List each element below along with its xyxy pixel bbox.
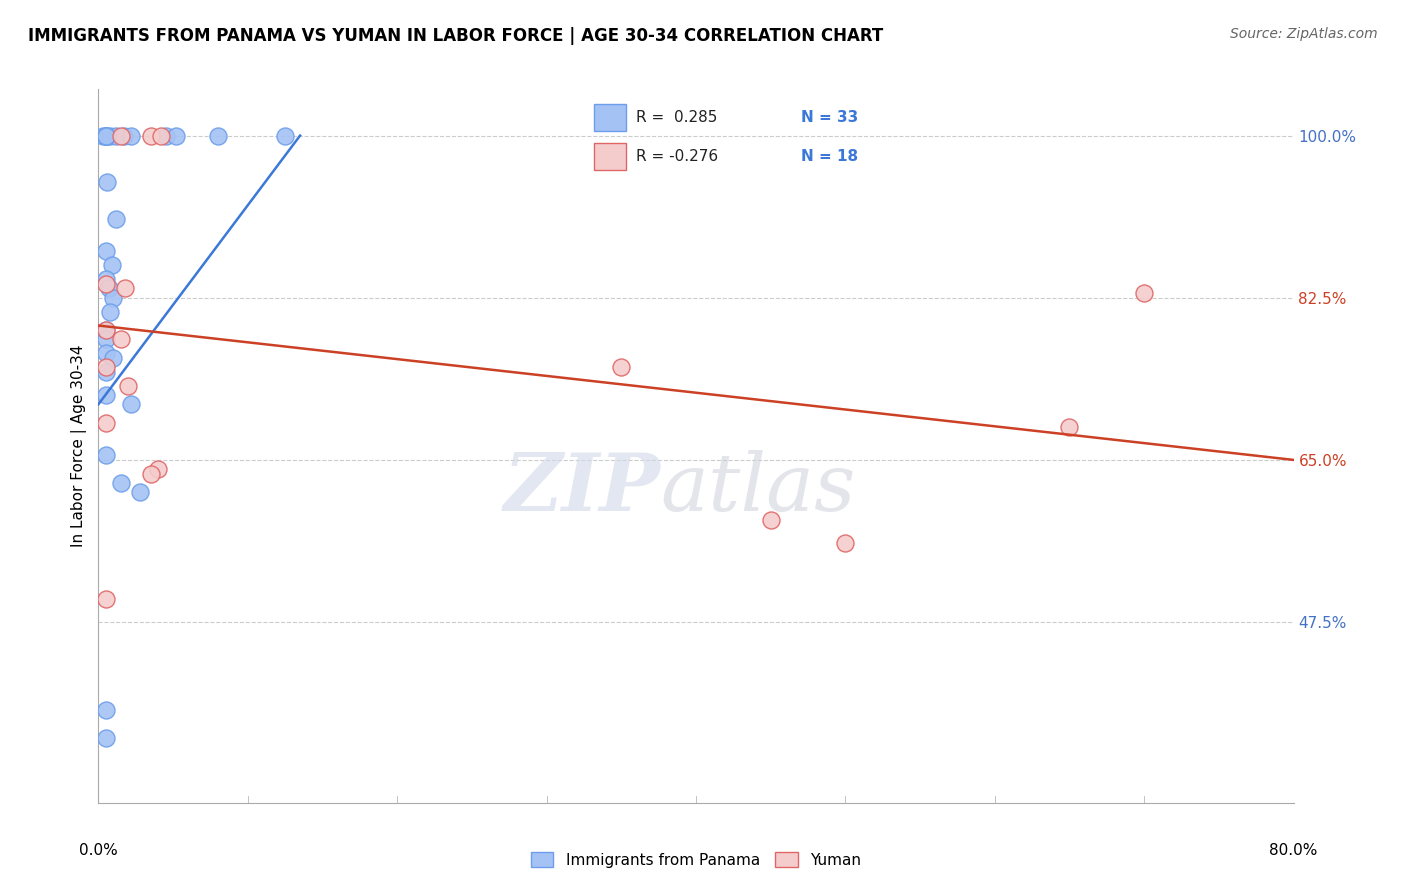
- Point: [139, 128, 162, 143]
- Point: [110, 476, 132, 491]
- Point: [94, 323, 117, 337]
- Point: [610, 360, 633, 375]
- Text: N = 33: N = 33: [801, 110, 859, 125]
- Point: [155, 128, 177, 143]
- Point: [94, 360, 117, 375]
- Point: [94, 388, 117, 402]
- Text: 0.0%: 0.0%: [79, 843, 118, 858]
- Point: [105, 128, 128, 143]
- FancyBboxPatch shape: [593, 103, 626, 131]
- Point: [91, 128, 114, 143]
- Point: [94, 272, 117, 286]
- Point: [1133, 286, 1156, 301]
- Point: [120, 128, 142, 143]
- Point: [105, 211, 128, 226]
- Point: [94, 128, 117, 143]
- Point: [112, 128, 135, 143]
- Point: [834, 536, 856, 550]
- Point: [103, 351, 125, 365]
- Text: IMMIGRANTS FROM PANAMA VS YUMAN IN LABOR FORCE | AGE 30-34 CORRELATION CHART: IMMIGRANTS FROM PANAMA VS YUMAN IN LABOR…: [28, 27, 883, 45]
- Point: [129, 485, 152, 500]
- Text: 80.0%: 80.0%: [1270, 843, 1317, 858]
- Text: N = 18: N = 18: [801, 149, 859, 164]
- Point: [94, 703, 117, 717]
- Point: [94, 244, 117, 259]
- Point: [94, 365, 117, 379]
- Point: [120, 397, 142, 411]
- Point: [759, 513, 782, 527]
- Text: R = -0.276: R = -0.276: [637, 149, 718, 164]
- Y-axis label: In Labor Force | Age 30-34: In Labor Force | Age 30-34: [72, 344, 87, 548]
- Point: [94, 416, 117, 430]
- Point: [96, 175, 118, 189]
- Point: [207, 128, 229, 143]
- Point: [274, 128, 297, 143]
- Text: R =  0.285: R = 0.285: [637, 110, 717, 125]
- Point: [94, 591, 117, 606]
- Point: [101, 258, 124, 272]
- FancyBboxPatch shape: [593, 143, 626, 169]
- Point: [110, 128, 132, 143]
- Point: [1059, 420, 1081, 434]
- Text: ZIP: ZIP: [503, 450, 661, 527]
- Point: [94, 128, 117, 143]
- Point: [94, 128, 117, 143]
- Point: [110, 333, 132, 347]
- Point: [94, 448, 117, 462]
- Point: [117, 378, 139, 392]
- Text: atlas: atlas: [661, 450, 855, 527]
- Point: [97, 281, 120, 295]
- Point: [103, 291, 125, 305]
- Point: [165, 128, 187, 143]
- Point: [94, 128, 117, 143]
- Point: [150, 128, 173, 143]
- Point: [94, 323, 117, 337]
- Point: [94, 346, 117, 360]
- Point: [94, 277, 117, 291]
- Point: [98, 128, 122, 143]
- Legend: Immigrants from Panama, Yuman: Immigrants from Panama, Yuman: [524, 846, 868, 873]
- Point: [114, 281, 136, 295]
- Point: [94, 731, 117, 745]
- Point: [98, 304, 122, 318]
- Point: [148, 462, 170, 476]
- Point: [94, 333, 117, 347]
- Text: Source: ZipAtlas.com: Source: ZipAtlas.com: [1230, 27, 1378, 41]
- Point: [139, 467, 162, 481]
